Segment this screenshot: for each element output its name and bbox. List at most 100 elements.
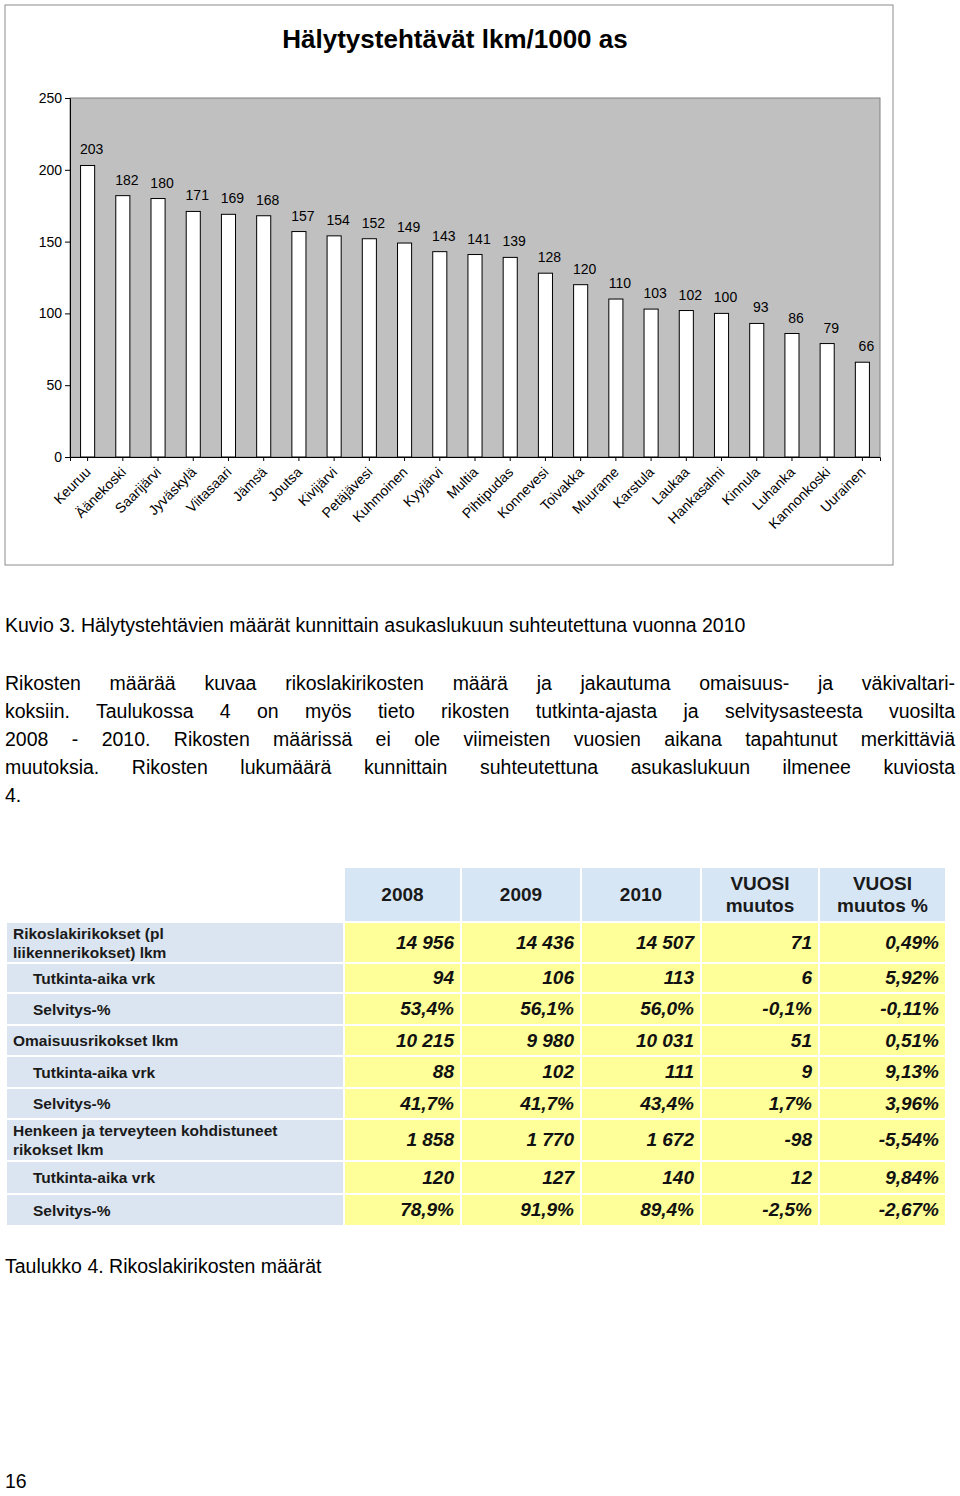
y-axis-line <box>65 99 71 458</box>
x-tick-mark <box>686 457 687 461</box>
y-tick-mark <box>65 98 70 99</box>
y-axis: 050100150200250 <box>39 90 71 465</box>
y-tick-mark <box>65 457 70 458</box>
x-tick-label: Hankasalmi <box>665 464 728 527</box>
table-row: Selvitys-%78,9%91,9%89,4%-2,5%-2,67% <box>6 1194 946 1226</box>
value-cell: 9,84% <box>819 1161 946 1194</box>
x-tick-mark <box>263 457 264 461</box>
data-label: 169 <box>221 190 245 206</box>
value-cell: 3,96% <box>819 1088 946 1119</box>
chart-title: Hälytystehtävät lkm/1000 as <box>282 24 627 54</box>
value-cell: 0,49% <box>819 922 946 963</box>
x-tick-mark <box>334 457 335 461</box>
table-row: Selvitys-%41,7%41,7%43,4%1,7%3,96% <box>6 1088 946 1119</box>
value-cell: 120 <box>344 1161 461 1194</box>
paragraph-line: muutoksia. Rikosten lukumäärä kunnittain… <box>5 756 955 779</box>
x-tick-label: Uurainen <box>817 464 868 515</box>
x-tick-mark <box>404 457 405 461</box>
data-label: 100 <box>714 289 738 305</box>
data-label: 120 <box>573 261 597 277</box>
header-cell: VUOSI muutos <box>701 867 819 922</box>
y-tick-label: 0 <box>54 449 62 465</box>
value-cell: 78,9% <box>344 1194 461 1226</box>
header-corner <box>6 867 344 922</box>
row-label: Omaisuusrikokset lkm <box>6 1025 344 1056</box>
bar <box>362 239 376 457</box>
x-tick-label: Muurame <box>569 464 622 517</box>
x-tick-mark <box>721 457 722 461</box>
bar <box>679 311 693 457</box>
y-tick-mark <box>65 242 70 243</box>
value-cell: 43,4% <box>581 1088 701 1119</box>
bar <box>151 199 165 457</box>
row-label: Tutkinta-aika vrk <box>6 963 344 993</box>
value-cell: 9 <box>701 1056 819 1088</box>
value-cell: -98 <box>701 1119 819 1161</box>
value-cell: 9,13% <box>819 1056 946 1088</box>
x-tick-mark <box>193 457 194 461</box>
data-label: 157 <box>291 208 315 224</box>
x-tick: Uurainen <box>817 457 868 515</box>
chart-frame <box>5 5 893 565</box>
bar <box>257 216 271 457</box>
figure-caption: Kuvio 3. Hälytystehtävien määrät kunnitt… <box>5 614 745 637</box>
bar <box>398 243 412 457</box>
y-tick: 250 <box>39 90 70 106</box>
value-cell: 41,7% <box>461 1088 581 1119</box>
data-label: 141 <box>467 231 491 247</box>
page-number: 16 <box>5 1470 27 1493</box>
x-tick-mark <box>122 457 123 461</box>
data-label: 102 <box>679 287 703 303</box>
y-tick-mark <box>65 385 70 386</box>
value-cell: 5,92% <box>819 963 946 993</box>
header-cell: VUOSI muutos % <box>819 867 946 922</box>
x-tick: Jämsä <box>229 457 270 504</box>
x-tick-mark <box>439 457 440 461</box>
x-tick-mark <box>369 457 370 461</box>
value-cell: 56,0% <box>581 993 701 1025</box>
x-tick-mark <box>827 457 828 461</box>
x-tick: Hankasalmi <box>665 457 728 527</box>
value-cell: 89,4% <box>581 1194 701 1226</box>
value-cell: 0,51% <box>819 1025 946 1056</box>
bars <box>81 165 870 457</box>
value-cell: 12 <box>701 1161 819 1194</box>
paragraph-line: Rikosten määrää kuvaa rikoslakirikosten … <box>5 672 955 695</box>
x-tick-mark <box>158 457 159 461</box>
y-tick: 200 <box>39 162 70 178</box>
data-label: 149 <box>397 219 421 235</box>
value-cell: 10 215 <box>344 1025 461 1056</box>
paragraph-line: 2008 - 2010. Rikosten määrissä ei ole vi… <box>5 728 955 751</box>
bar <box>503 257 517 457</box>
x-tick-mark <box>651 457 652 461</box>
data-label: 86 <box>788 310 804 326</box>
value-cell: 10 031 <box>581 1025 701 1056</box>
bar <box>574 285 588 457</box>
row-label: Selvitys-% <box>6 993 344 1025</box>
x-tick-label: Karstula <box>610 464 658 512</box>
value-cell: 1 858 <box>344 1119 461 1161</box>
x-tick-label: Viitasaari <box>183 464 235 516</box>
bar <box>785 334 799 457</box>
y-tick-label: 150 <box>39 234 63 250</box>
x-tick-label: Konnevesi <box>494 464 552 522</box>
bar <box>81 165 95 457</box>
x-tick-mark <box>756 457 757 461</box>
y-tick-mark <box>65 170 70 171</box>
bar <box>820 344 834 457</box>
x-tick: Konnevesi <box>494 457 552 521</box>
x-tick-mark <box>615 457 616 461</box>
bar <box>221 214 235 457</box>
value-cell: 102 <box>461 1056 581 1088</box>
bar <box>468 255 482 457</box>
bar <box>750 323 764 457</box>
x-tick-mark <box>298 457 299 461</box>
x-tick: Viitasaari <box>183 457 235 516</box>
header-cell: 2009 <box>461 867 581 922</box>
value-cell: -2,5% <box>701 1194 819 1226</box>
table-row: Selvitys-%53,4%56,1%56,0%-0,1%-0,11% <box>6 993 946 1025</box>
x-axis-line <box>71 458 881 462</box>
x-tick-mark <box>475 457 476 461</box>
bar <box>538 273 552 457</box>
x-tick-label: Kyyjärvi <box>400 464 446 510</box>
